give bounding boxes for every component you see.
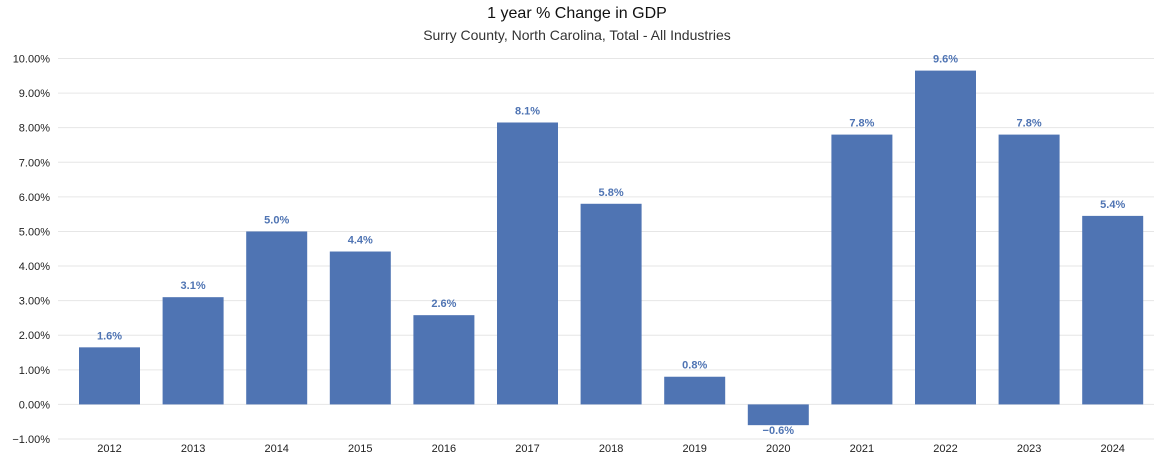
bars: [79, 70, 1144, 426]
y-tick-label: 1.00%: [19, 365, 50, 377]
y-tick-label: 3.00%: [19, 296, 50, 308]
y-tick-label: 8.00%: [19, 123, 50, 135]
data-label: 9.6%: [933, 54, 958, 66]
data-label: 1.6%: [97, 330, 122, 342]
chart-subtitle: Surry County, North Carolina, Total - Al…: [423, 27, 731, 43]
bar: [831, 134, 893, 405]
x-tick-label: 2022: [933, 443, 957, 455]
bar: [162, 297, 224, 405]
y-tick-label: 10.00%: [13, 54, 51, 66]
bar: [747, 404, 809, 426]
x-tick-label: 2014: [264, 443, 288, 455]
data-label: 7.8%: [849, 118, 874, 130]
bar: [580, 203, 642, 405]
bar: [664, 376, 726, 405]
y-tick-label: 0.00%: [19, 399, 50, 411]
bar: [497, 122, 558, 405]
bar: [915, 70, 976, 405]
y-tick-label: 4.00%: [19, 261, 50, 273]
y-tick-label: 2.00%: [19, 330, 50, 342]
data-labels: 1.6% 3.1% 5.0% 4.4% 2.6% 8.1% 5.8% 0.8% −0.6% 7.8…: [97, 54, 1125, 438]
y-tick-label: 9.00%: [19, 88, 50, 100]
x-tick-label: 2016: [432, 443, 456, 455]
data-label: 5.4%: [1100, 199, 1125, 211]
x-tick-label: 2021: [850, 443, 874, 455]
data-label: 0.8%: [682, 360, 707, 372]
x-tick-label: 2017: [515, 443, 539, 455]
x-tick-label: 2018: [599, 443, 623, 455]
y-tick-label: −1.00%: [12, 434, 50, 446]
x-tick-label: 2024: [1100, 443, 1124, 455]
x-axis-ticks: 2012 2013 2014 2015 2016 2017 2018 2019 2020 2021…: [97, 443, 1125, 455]
bar: [1082, 215, 1144, 405]
data-label: −0.6%: [763, 425, 795, 437]
data-label: 4.4%: [348, 235, 373, 247]
data-label: 5.0%: [264, 214, 289, 226]
x-tick-label: 2015: [348, 443, 372, 455]
bar: [79, 347, 140, 405]
bar: [329, 251, 391, 405]
bar: [413, 315, 475, 405]
y-tick-label: 6.00%: [19, 192, 50, 204]
data-label: 8.1%: [515, 105, 540, 117]
y-tick-label: 5.00%: [19, 226, 50, 238]
data-label: 5.8%: [599, 187, 624, 199]
data-label: 7.8%: [1017, 118, 1042, 130]
x-tick-label: 2023: [1017, 443, 1041, 455]
chart-title: 1 year % Change in GDP: [487, 5, 667, 22]
bar: [246, 231, 308, 405]
y-axis-ticks: 10.00% 9.00% 8.00% 7.00% 6.00% 5.00% 4.00% 3.00…: [12, 54, 50, 447]
data-label: 2.6%: [431, 298, 456, 310]
x-tick-label: 2013: [181, 443, 205, 455]
data-label: 3.1%: [181, 280, 206, 292]
y-tick-label: 7.00%: [19, 157, 50, 169]
bar: [998, 134, 1060, 405]
x-tick-label: 2019: [682, 443, 706, 455]
x-tick-label: 2012: [97, 443, 121, 455]
x-tick-label: 2020: [766, 443, 790, 455]
